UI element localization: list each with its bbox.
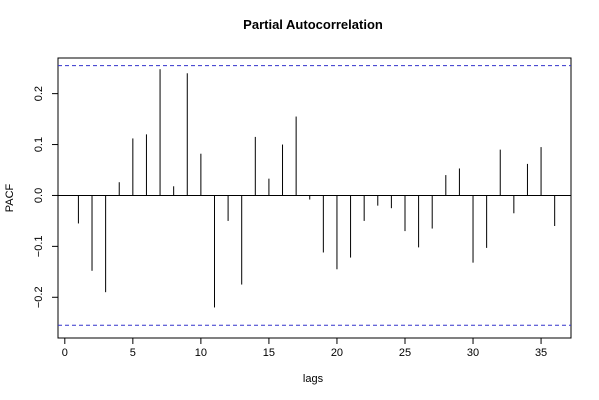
confidence-bounds xyxy=(58,65,571,326)
x-axis-label: lags xyxy=(303,373,324,385)
x-tick-label: 5 xyxy=(130,347,136,359)
plot-frame xyxy=(57,57,572,339)
x-tick-label: 0 xyxy=(62,347,68,359)
x-axis: 0 5 10 15 20 25 30 35 xyxy=(62,337,547,359)
y-tick-label: −0.2 xyxy=(33,286,45,308)
x-tick-label: 30 xyxy=(467,347,479,359)
x-tick-label: 10 xyxy=(195,347,207,359)
x-tick-label: 35 xyxy=(535,347,547,359)
y-tick-label: −0.1 xyxy=(33,236,45,258)
chart-title: Partial Autocorrelation xyxy=(243,17,383,32)
pacf-bars xyxy=(77,69,556,308)
x-tick-label: 20 xyxy=(331,347,343,359)
y-axis: −0.2 −0.1 0.0 0.1 0.2 xyxy=(33,86,59,308)
x-tick-label: 15 xyxy=(263,347,275,359)
y-tick-label: 0.2 xyxy=(33,86,45,101)
y-axis-label: PACF xyxy=(4,183,16,212)
y-tick-label: 0.0 xyxy=(33,188,45,203)
x-tick-label: 25 xyxy=(399,347,411,359)
y-tick-label: 0.1 xyxy=(33,137,45,152)
